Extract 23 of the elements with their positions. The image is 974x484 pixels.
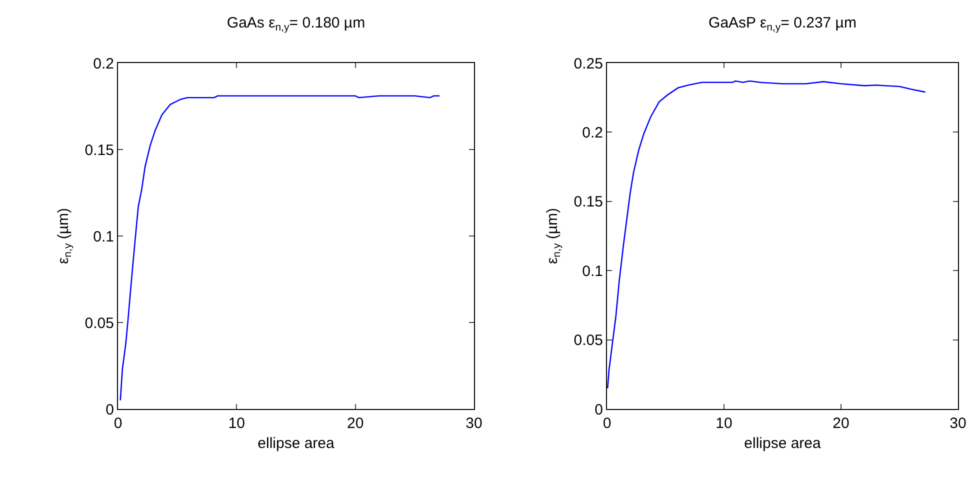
x-tick-label: 10	[228, 415, 246, 432]
x-tick-label: 20	[832, 415, 850, 432]
x-axis-title: ellipse area	[744, 435, 822, 452]
x-tick-label: 30	[950, 415, 966, 432]
line-series	[120, 95, 440, 401]
x-tick-label: 20	[346, 415, 364, 432]
chart-title: GaAs ε$_{n,y}$= 0.180 µm	[226, 14, 366, 34]
line-series	[607, 80, 926, 389]
x-tick-label: 30	[466, 415, 482, 432]
y-tick-label: 0.1	[582, 262, 603, 280]
y-tick-label: 0.05	[84, 314, 114, 332]
chart-title: GaAsP ε$_{n,y}$= 0.237 µm	[708, 14, 856, 34]
y-tick-label: 0.2	[582, 124, 603, 142]
x-tick-label: 10	[716, 415, 732, 432]
y-tick-label: 0	[594, 401, 603, 418]
x-axis-title: ellipse area	[258, 435, 336, 452]
y-tick-label: 0	[106, 401, 114, 418]
y-tick-label: 0.15	[574, 194, 603, 211]
y-tick-label: 0.1	[93, 228, 114, 246]
y-tick-label: 0.15	[84, 142, 114, 159]
y-tick-label: 0.25	[574, 55, 603, 72]
y-tick-label: 0.05	[574, 332, 603, 350]
y-tick-label: 0.2	[93, 55, 114, 72]
